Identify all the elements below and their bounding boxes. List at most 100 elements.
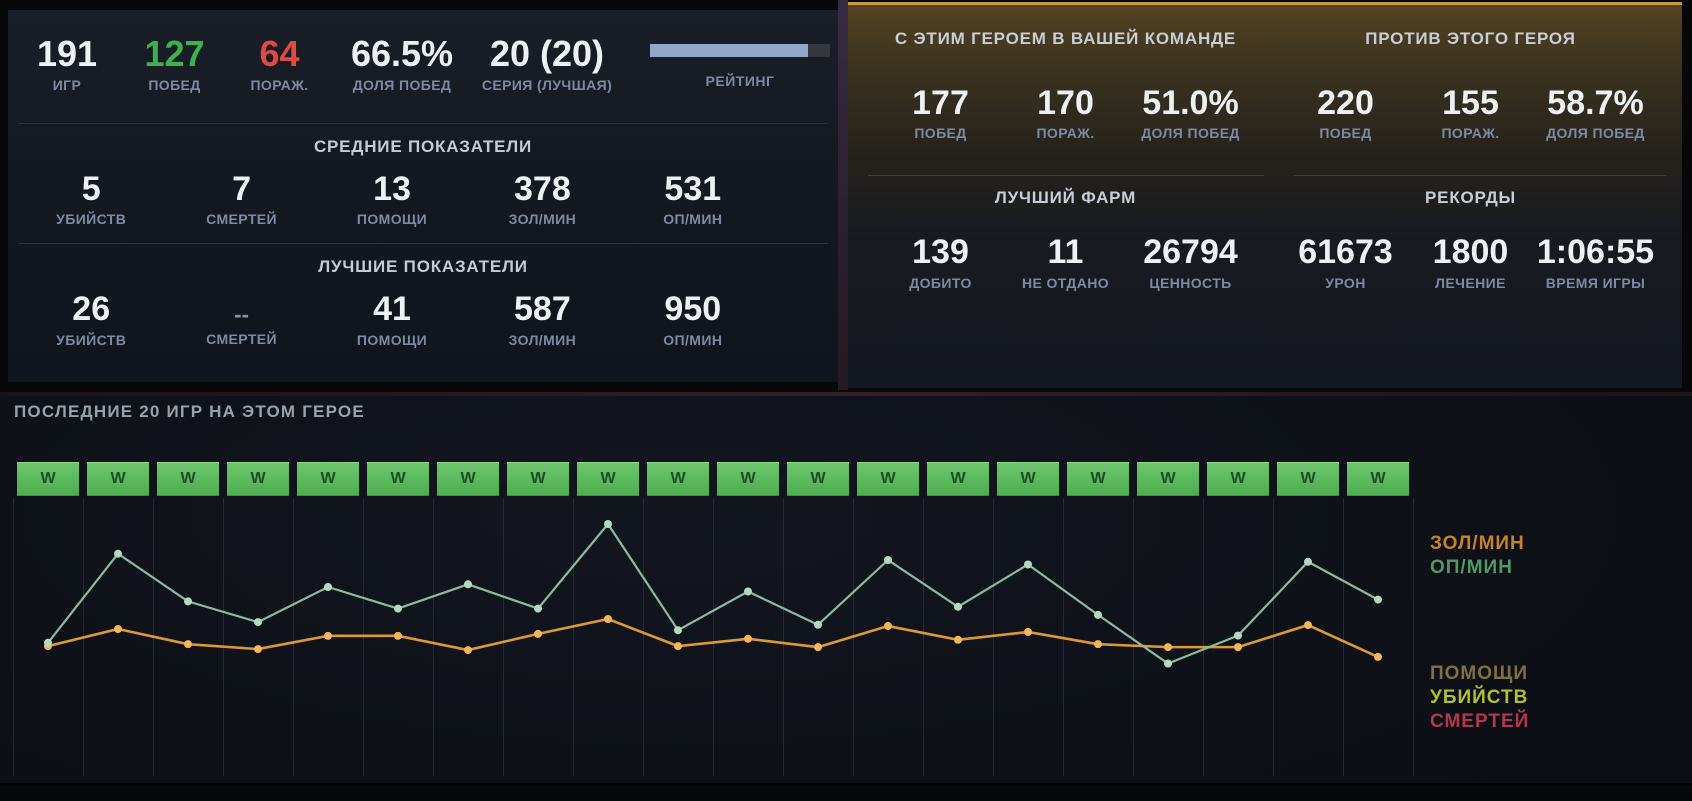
stat-value: 7 <box>232 170 252 208</box>
legend-item[interactable]: СМЕРТЕЙ <box>1430 711 1530 732</box>
rating-bar-fill <box>650 44 809 57</box>
stat-label: ДОЛЯ ПОБЕД <box>1546 125 1645 142</box>
gridline <box>433 498 434 776</box>
gpm-point <box>1374 652 1382 661</box>
stat-label: ЛЕЧЕНИЕ <box>1435 274 1506 291</box>
gridline <box>923 498 924 776</box>
divider <box>18 123 828 124</box>
xpm-point <box>1094 610 1102 619</box>
legend-item-xpm[interactable]: ОП/МИН <box>1430 557 1513 578</box>
xpm-point <box>254 618 262 627</box>
stat-cell: -- СМЕРТЕЙ <box>166 291 316 347</box>
stat-value: 139 <box>912 233 969 272</box>
match-result-box[interactable]: W <box>647 462 709 496</box>
gridline <box>503 498 504 776</box>
stat-cell: 66.5% ДОЛЯ ПОБЕД <box>332 34 472 93</box>
stat-cell: 191 ИГР <box>12 34 122 93</box>
records-title: РЕКОРДЫ <box>1425 188 1516 208</box>
match-result-box[interactable]: W <box>997 462 1059 496</box>
gpm-point <box>884 622 892 631</box>
averages-title: СРЕДНИЕ ПОКАЗАТЕЛИ <box>313 137 533 156</box>
match-result-box[interactable]: W <box>437 462 499 496</box>
legend-item[interactable]: ПОМОЩИ <box>1430 663 1529 684</box>
gpm-point <box>814 643 822 652</box>
best-farm-title: ЛУЧШИЙ ФАРМ <box>994 188 1137 208</box>
gpm-point <box>114 624 122 633</box>
match-result-box[interactable]: W <box>927 462 989 496</box>
stat-cell: 61673 УРОН <box>1283 233 1408 290</box>
match-result-box[interactable]: W <box>1067 462 1129 496</box>
match-result-box[interactable]: W <box>1277 462 1339 496</box>
stat-cell: 51.0% ДОЛЯ ПОБЕД <box>1128 84 1253 141</box>
stat-label: ЗОЛ/МИН <box>508 211 577 228</box>
gpm-point <box>1024 627 1032 636</box>
match-result-box[interactable]: W <box>577 462 639 496</box>
match-result-box[interactable]: W <box>857 462 919 496</box>
match-result-box[interactable]: W <box>17 462 79 496</box>
match-result-box[interactable]: W <box>717 462 779 496</box>
gpm-line <box>47 617 1379 659</box>
match-result-box[interactable]: W <box>1207 462 1269 496</box>
stat-cell: 26794 ЦЕННОСТЬ <box>1128 233 1253 290</box>
stat-label: ДОЛЯ ПОБЕД <box>352 76 452 93</box>
gpm-point <box>394 631 402 640</box>
gridline <box>643 498 644 776</box>
stat-value: 170 <box>1037 84 1094 122</box>
stat-value: 950 <box>664 290 722 329</box>
gpm-point <box>184 640 192 649</box>
stat-label: ИГР <box>52 76 82 93</box>
overview-stats-row: 191 ИГР 127 ПОБЕД 64 ПОРАЖ. 66.5% ДОЛЯ ПОБЕД 20 … <box>8 10 838 123</box>
match-result-box[interactable]: W <box>367 462 429 496</box>
stat-value: -- <box>234 302 249 328</box>
match-result-box[interactable]: W <box>87 462 149 496</box>
stat-cell: 378 ЗОЛ/МИН <box>467 170 617 228</box>
match-result-box[interactable]: W <box>787 462 849 496</box>
xpm-point <box>1164 659 1172 668</box>
stat-cell: 11 НЕ ОТДАНО <box>1003 233 1128 290</box>
stat-label: ДОБИТО <box>909 274 972 291</box>
stat-cell: 58.7% ДОЛЯ ПОБЕД <box>1533 84 1658 142</box>
stat-value: 531 <box>664 170 722 208</box>
stat-label: ЗОЛ/МИН <box>508 331 577 348</box>
stat-value: 1:06:55 <box>1536 233 1655 272</box>
stat-label: ОП/МИН <box>663 331 723 348</box>
legend-item-gpm[interactable]: ЗОЛ/МИН <box>1430 533 1525 554</box>
stat-value: 26 <box>72 290 111 329</box>
with-hero-title: С ЭТИМ ГЕРОЕМ В ВАШЕЙ КОМАНДЕ <box>894 29 1237 48</box>
xpm-point <box>674 626 682 635</box>
match-result-box[interactable]: W <box>227 462 289 496</box>
bests-stats: 26 УБИЙСТВ -- СМЕРТЕЙ 41 ПОМОЩИ 587 ЗОЛ/МИН 950 О… <box>8 277 838 347</box>
gpm-point <box>464 646 472 655</box>
stat-value: 127 <box>144 33 205 74</box>
gridline <box>1133 498 1134 776</box>
stat-label: ПОРАЖ. <box>1441 125 1500 142</box>
overview-panel: 191 ИГР 127 ПОБЕД 64 ПОРАЖ. 66.5% ДОЛЯ ПОБЕД 20 … <box>8 10 838 382</box>
gpm-point <box>1304 621 1312 630</box>
divider-row <box>848 175 1682 177</box>
match-result-box[interactable]: W <box>507 462 569 496</box>
xpm-point <box>1374 595 1382 604</box>
stat-cell: 587 ЗОЛ/МИН <box>467 290 617 348</box>
stat-label: ПОБЕД <box>148 76 201 93</box>
gpm-point <box>1094 640 1102 649</box>
stat-cell: 5 УБИЙСТВ <box>16 170 166 227</box>
divider <box>868 175 1264 177</box>
stat-value: 11 <box>1047 233 1084 272</box>
stat-cell: 170 ПОРАЖ. <box>1003 84 1128 141</box>
stat-value: 58.7% <box>1547 84 1644 122</box>
xpm-point <box>814 620 822 629</box>
xpm-point <box>324 583 332 591</box>
stat-value: 26794 <box>1143 233 1238 272</box>
match-result-box[interactable]: W <box>1347 462 1409 496</box>
match-result-box[interactable]: W <box>157 462 219 496</box>
performance-chart <box>44 520 1382 668</box>
legend-item[interactable]: УБИЙСТВ <box>1430 687 1529 708</box>
xpm-point <box>464 580 472 589</box>
xpm-point <box>184 597 192 606</box>
stat-cell: 41 ПОМОЩИ <box>317 290 467 347</box>
match-result-box[interactable]: W <box>297 462 359 496</box>
match-result-box[interactable]: W <box>1137 462 1199 496</box>
gridline <box>573 498 574 776</box>
recent-games-title: ПОСЛЕДНИЕ 20 ИГР НА ЭТОМ ГЕРОЕ <box>14 402 365 421</box>
